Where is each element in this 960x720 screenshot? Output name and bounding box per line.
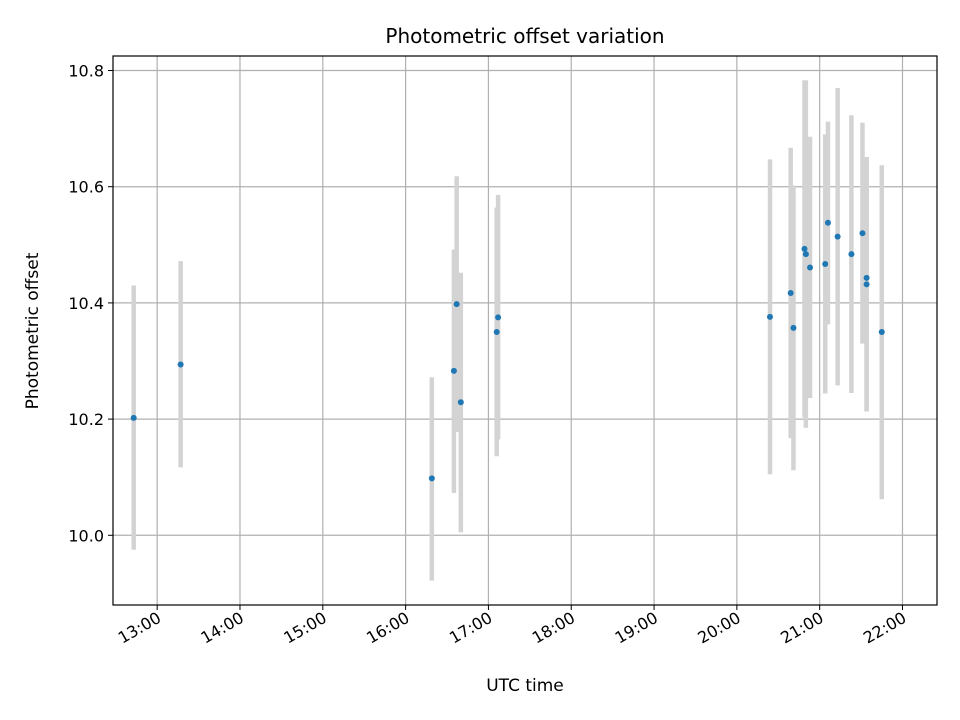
data-point [859,230,866,237]
data-point [822,260,829,267]
data-point [453,301,460,308]
data-point [807,264,814,271]
data-points [130,219,885,482]
data-point [802,251,809,258]
data-point [801,245,808,252]
data-point [130,414,137,421]
data-point [177,361,184,368]
data-point [834,233,841,240]
data-point [863,274,870,281]
y-tick-label: 10.0 [68,526,104,545]
data-point [878,328,885,335]
data-point [790,324,797,331]
data-point [457,399,464,406]
y-tick-label: 10.4 [68,294,104,313]
data-point [787,290,794,297]
data-point [848,251,855,258]
y-tick-label: 10.6 [68,178,104,197]
data-point [493,328,500,335]
data-point [450,367,457,374]
y-axis-label: Photometric offset [23,252,43,409]
plot-frame [112,55,938,606]
data-point [824,219,831,226]
data-point [863,281,870,288]
data-point [766,313,773,320]
grid [113,56,937,605]
data-point [495,314,502,321]
y-tick-label: 10.2 [68,410,104,429]
x-axis-label: UTC time [486,676,564,696]
chart-title: Photometric offset variation [385,24,664,48]
y-axis-ticks: 10.0 10.2 10.4 10.6 10.8 [68,62,113,545]
data-point [428,475,435,482]
y-tick-label: 10.8 [68,62,104,81]
